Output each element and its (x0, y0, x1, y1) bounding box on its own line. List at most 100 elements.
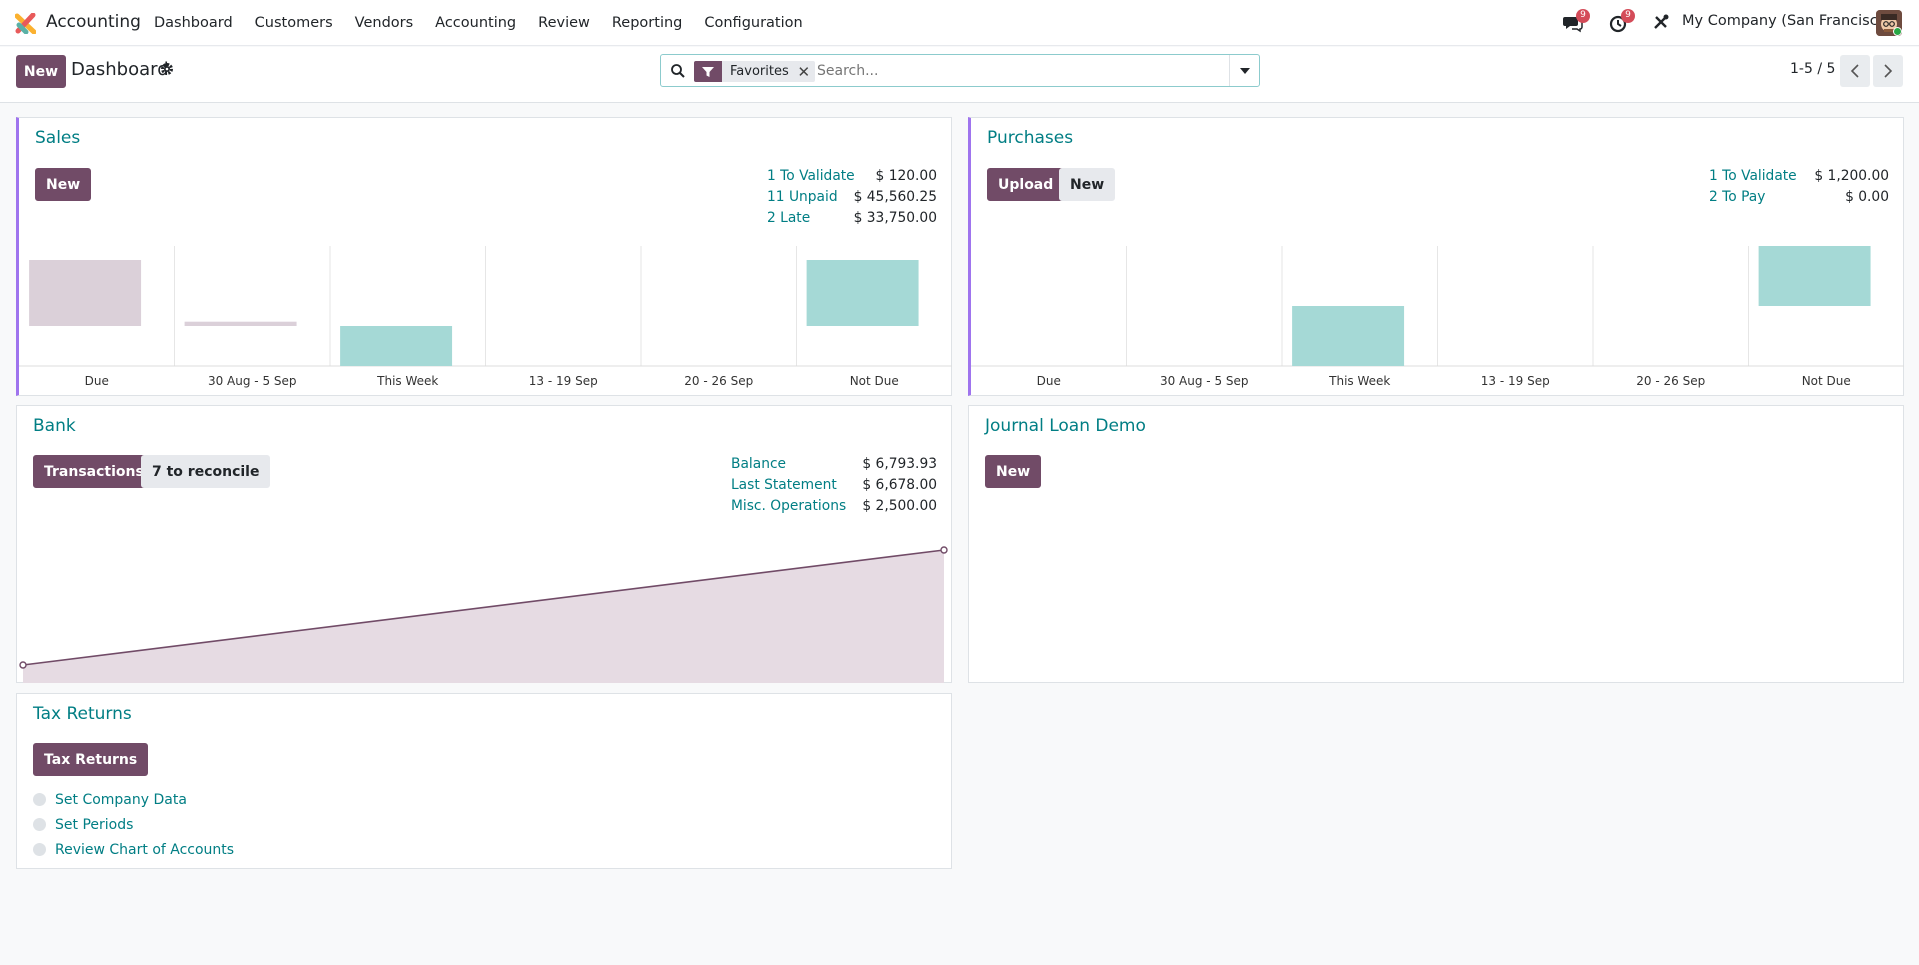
new-button[interactable]: New (16, 55, 66, 88)
bank-balance-point (19, 661, 27, 669)
bank-stat-row: Balance $ 6,793.93 (731, 454, 937, 475)
set-periods-step[interactable]: Set Periods (33, 812, 234, 837)
search-options-toggle[interactable] (1229, 55, 1259, 86)
menu-vendors[interactable]: Vendors (354, 15, 414, 31)
menu-dashboard[interactable]: Dashboard (154, 15, 233, 31)
bank-balance-chart[interactable] (17, 526, 951, 686)
purchases-bar-chart[interactable]: Due 30 Aug - 5 Sep This Week 13 - 19 Sep 20 … (971, 246, 1904, 396)
messages-button[interactable]: 9 (1563, 9, 1590, 33)
menu-reporting[interactable]: Reporting (611, 15, 683, 31)
tax-returns-title[interactable]: Tax Returns (33, 704, 132, 724)
sales-title[interactable]: Sales (35, 128, 81, 148)
purchases-to-validate-link[interactable]: 1 To Validate (1709, 168, 1797, 184)
bank-transactions-button[interactable]: Transactions (33, 455, 155, 488)
facet-label: Favorites (730, 64, 789, 79)
pager-next-button[interactable] (1873, 55, 1903, 87)
accounting-app-logo-icon[interactable] (15, 13, 36, 34)
purchases-stat-row: 2 To Pay $ 0.00 (1709, 187, 1889, 208)
menu-customers[interactable]: Customers (254, 15, 333, 31)
sales-stat-row: 11 Unpaid $ 45,560.25 (767, 187, 937, 208)
tax-onboarding-checklist: Set Company Data Set Periods Review Char… (33, 787, 234, 862)
tax-returns-card: Tax Returns Tax Returns Set Company Data… (16, 693, 952, 869)
purchases-title[interactable]: Purchases (987, 128, 1074, 148)
bank-misc-operations-value: $ 2,500.00 (862, 498, 937, 514)
sales-stats: 1 To Validate $ 120.00 11 Unpaid $ 45,56… (767, 166, 937, 229)
chevron-right-icon (1884, 64, 1893, 78)
app-name[interactable]: Accounting (46, 12, 141, 32)
bank-last-statement-link[interactable]: Last Statement (731, 477, 837, 493)
step-label: Set Company Data (55, 791, 187, 808)
sales-late-link[interactable]: 2 Late (767, 210, 811, 226)
activities-button[interactable]: 9 (1608, 9, 1635, 33)
purchases-to-pay-link[interactable]: 2 To Pay (1709, 189, 1766, 205)
sales-new-button[interactable]: New (35, 168, 92, 201)
journal-loan-new-button[interactable]: New (985, 455, 1042, 488)
sales-bar (29, 260, 142, 326)
filter-icon (694, 61, 722, 82)
gear-icon[interactable] (160, 62, 174, 76)
bank-balance-link[interactable]: Balance (731, 456, 787, 472)
sales-to-validate-value: $ 120.00 (875, 168, 937, 184)
review-chart-of-accounts-step[interactable]: Review Chart of Accounts (33, 837, 234, 862)
sales-bar (806, 260, 919, 326)
purchases-x-tick-label: This Week (1328, 374, 1390, 388)
purchases-x-tick-label: Due (1037, 374, 1061, 388)
tax-returns-button[interactable]: Tax Returns (33, 743, 149, 776)
step-status-icon (33, 818, 46, 831)
close-icon[interactable]: ✕ (797, 62, 811, 81)
bank-balance-value: $ 6,793.93 (862, 456, 937, 472)
pager-previous-button[interactable] (1840, 55, 1870, 87)
sales-stat-row: 2 Late $ 33,750.00 (767, 208, 937, 229)
page-title: Dashboard (71, 59, 169, 80)
main-menu: Dashboard Customers Vendors Accounting R… (143, 0, 814, 46)
menu-configuration[interactable]: Configuration (704, 15, 803, 31)
sales-x-tick-label: Not Due (850, 374, 899, 388)
bank-area-fill (23, 550, 944, 683)
sales-x-tick-label: This Week (376, 374, 438, 388)
bank-stat-row: Last Statement $ 6,678.00 (731, 475, 937, 496)
bank-balance-point (940, 546, 948, 554)
purchases-new-button[interactable]: New (1059, 168, 1116, 201)
sales-x-tick-label: 30 Aug - 5 Sep (208, 374, 297, 388)
search-bar: Favorites ✕ (660, 54, 1260, 87)
debug-tools-button[interactable] (1652, 13, 1672, 33)
search-input[interactable] (817, 60, 1177, 82)
sales-bar (340, 326, 453, 366)
tools-icon (1654, 14, 1669, 29)
menu-review[interactable]: Review (538, 15, 590, 31)
caret-down-icon (1239, 67, 1250, 74)
purchases-journal-card: Purchases Upload New 1 To Validate $ 1,2… (968, 117, 1904, 396)
purchases-to-validate-value: $ 1,200.00 (1814, 168, 1889, 184)
step-status-icon (33, 843, 46, 856)
search-icon[interactable] (670, 63, 686, 79)
set-company-data-step[interactable]: Set Company Data (33, 787, 234, 812)
bank-stats: Balance $ 6,793.93 Last Statement $ 6,67… (731, 454, 937, 517)
sales-bar-chart[interactable]: Due 30 Aug - 5 Sep This Week 13 - 19 Sep 20 … (19, 246, 952, 396)
purchases-upload-button[interactable]: Upload (987, 168, 1065, 201)
step-label: Review Chart of Accounts (55, 841, 235, 858)
sales-stat-row: 1 To Validate $ 120.00 (767, 166, 937, 187)
menu-accounting[interactable]: Accounting (435, 15, 517, 31)
purchases-bar (1292, 306, 1405, 366)
journal-loan-demo-card: Journal Loan Demo New (968, 405, 1904, 683)
bank-title[interactable]: Bank (33, 416, 76, 436)
journal-loan-demo-title[interactable]: Journal Loan Demo (985, 416, 1146, 436)
sales-to-validate-link[interactable]: 1 To Validate (767, 168, 855, 184)
clock-icon (1609, 15, 1627, 33)
purchases-x-tick-label: 30 Aug - 5 Sep (1160, 374, 1249, 388)
chevron-left-icon (1850, 64, 1859, 78)
purchases-stat-row: 1 To Validate $ 1,200.00 (1709, 166, 1889, 187)
sales-x-tick-label: 13 - 19 Sep (529, 374, 598, 388)
sales-unpaid-link[interactable]: 11 Unpaid (767, 189, 838, 205)
bank-balance-line (22, 549, 945, 666)
purchases-x-tick-label: Not Due (1802, 374, 1851, 388)
online-status-dot (1893, 27, 1902, 36)
sales-journal-card: Sales New 1 To Validate $ 120.00 11 Unpa… (16, 117, 952, 396)
step-status-icon (33, 793, 46, 806)
bank-reconcile-button[interactable]: 7 to reconcile (141, 455, 271, 488)
company-switcher[interactable]: My Company (San Francisco) (1682, 13, 1893, 29)
pager-value[interactable]: 1-5 / 5 (1790, 61, 1836, 77)
bank-misc-operations-link[interactable]: Misc. Operations (731, 498, 847, 514)
bank-journal-card: Bank Transactions 7 to reconcile Balance… (16, 405, 952, 683)
step-label: Set Periods (55, 816, 134, 833)
